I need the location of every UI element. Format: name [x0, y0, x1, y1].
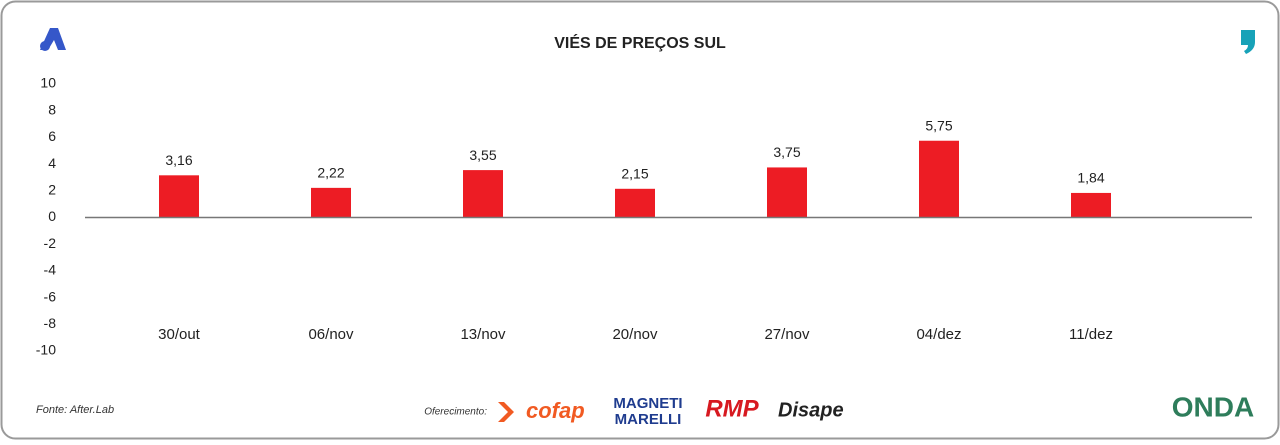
bar [919, 140, 959, 218]
data-label: 5,75 [925, 117, 952, 133]
bar [1071, 192, 1111, 218]
bar [311, 187, 351, 218]
sponsor-logo: RMP [705, 395, 759, 422]
x-tick-label: 04/dez [916, 326, 961, 343]
y-tick-label: 4 [48, 155, 56, 171]
x-tick-label: 13/nov [460, 326, 506, 343]
sponsor-logo: MARELLI [615, 411, 682, 428]
bar [615, 188, 655, 218]
y-tick-label: 10 [40, 75, 56, 91]
y-tick-label: -10 [36, 342, 56, 358]
data-label: 3,55 [469, 147, 496, 163]
x-tick-label: 11/dez [1069, 326, 1113, 343]
bar [767, 167, 807, 218]
y-tick-label: 2 [48, 182, 56, 198]
y-tick-label: 6 [48, 128, 56, 144]
logo-a [40, 28, 66, 51]
logo-comma [1241, 30, 1255, 54]
y-tick-label: -6 [44, 288, 57, 304]
sponsor-logo: MAGNETI [613, 395, 682, 412]
y-tick-label: 8 [48, 101, 56, 117]
y-tick-label: -2 [44, 235, 57, 251]
x-tick-label: 30/out [158, 326, 201, 343]
data-label: 1,84 [1077, 170, 1104, 186]
data-label: 3,75 [773, 144, 800, 160]
x-tick-label: 27/nov [764, 326, 810, 343]
bar [159, 175, 199, 218]
x-tick-label: 06/nov [308, 326, 354, 343]
brand-logo: ONDA [1172, 391, 1254, 422]
data-label: 2,15 [621, 166, 648, 182]
y-tick-label: -4 [44, 262, 57, 278]
chart-title: VIÉS DE PREÇOS SUL [554, 33, 726, 52]
sponsor-logo: cofap [526, 398, 585, 423]
sponsor-icon [498, 402, 514, 422]
y-tick-label: 0 [48, 208, 56, 224]
y-tick-label: -8 [44, 315, 57, 331]
bar [463, 170, 503, 218]
x-tick-label: 20/nov [612, 326, 658, 343]
data-label: 3,16 [165, 152, 192, 168]
sponsor-label: Oferecimento: [424, 407, 487, 418]
data-label: 2,22 [317, 165, 344, 181]
source: Fonte: After.Lab [36, 404, 114, 416]
sponsor-logo: Disape [778, 399, 844, 421]
